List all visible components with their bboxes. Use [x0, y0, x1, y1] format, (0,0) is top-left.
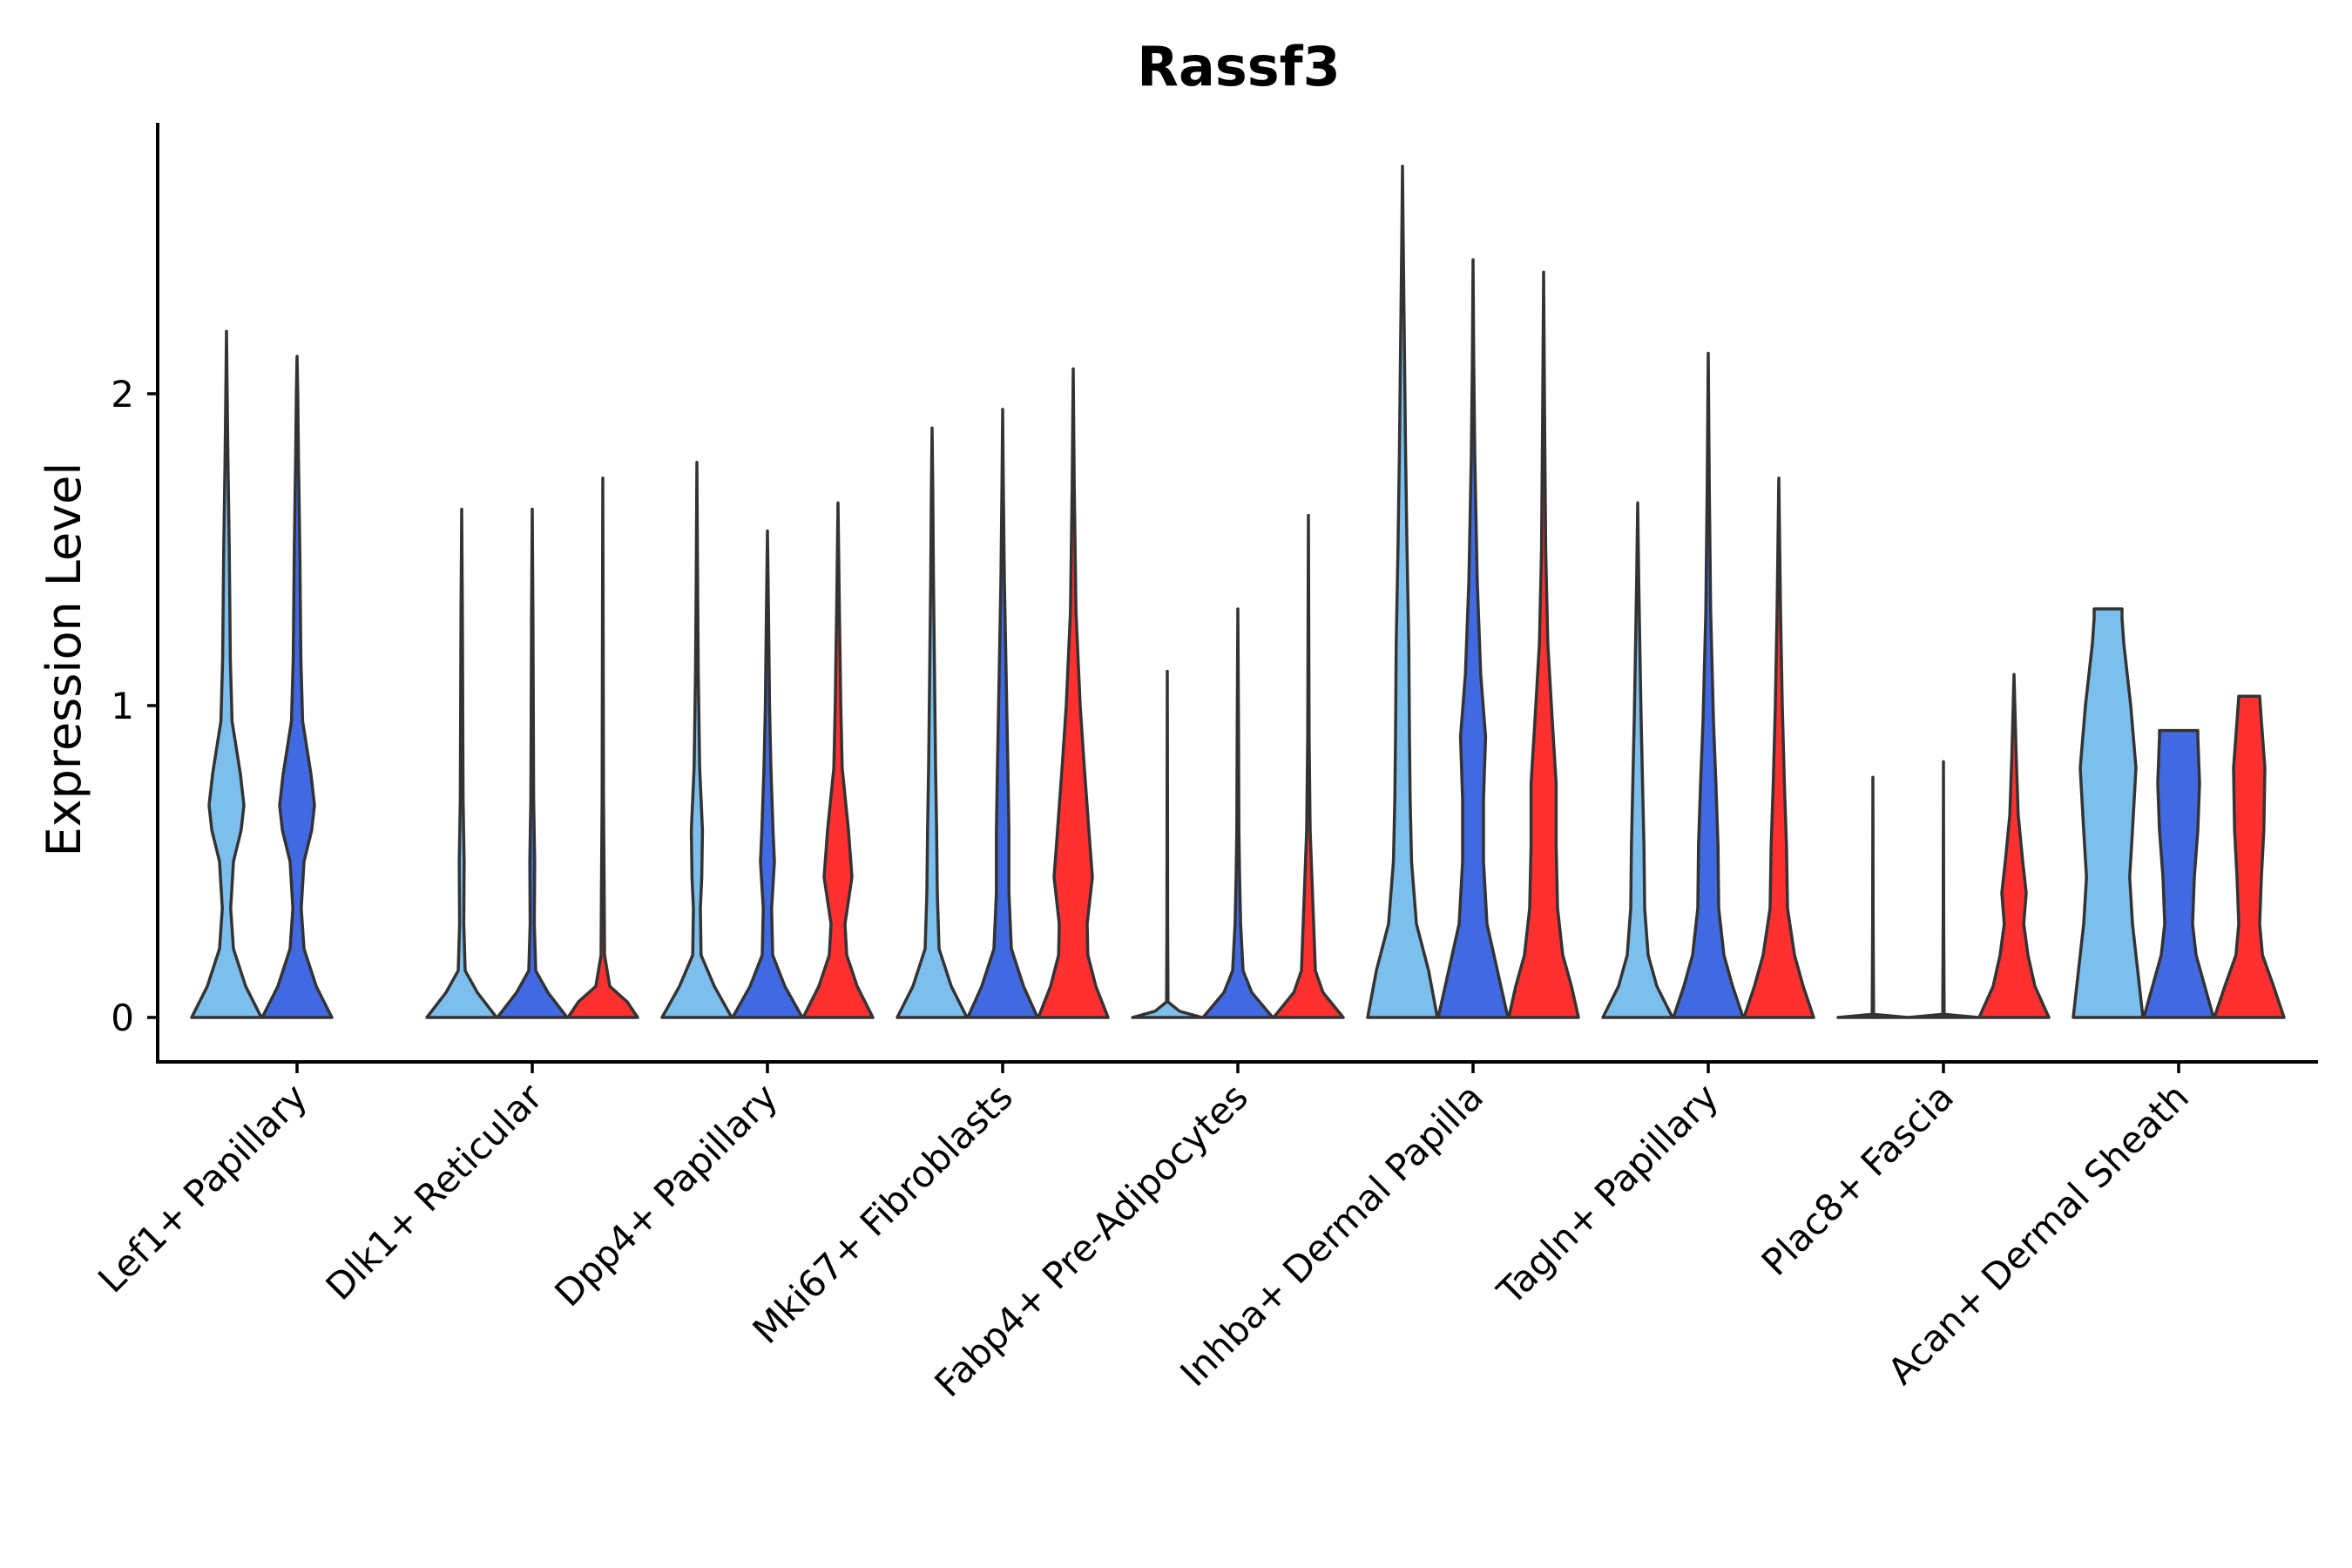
violin-7-group2 [1672, 351, 1745, 1019]
violin-1-group2 [260, 355, 334, 1019]
violin-6-group3 [1507, 270, 1580, 1019]
violin-7-group1 [1601, 501, 1674, 1019]
violin-4-group3 [1037, 367, 1110, 1019]
violin-9-group1 [2072, 607, 2145, 1019]
violin-1-group1 [190, 329, 263, 1019]
violin-8-group1 [1836, 775, 1909, 1019]
violin-3-group1 [660, 461, 733, 1019]
violin-4-group1 [896, 426, 969, 1019]
violin-4-group2 [966, 408, 1039, 1019]
chart-title: Rassf3 [1137, 35, 1341, 98]
violin-8-group2 [1907, 760, 1980, 1019]
violin-7-group3 [1742, 476, 1815, 1019]
violin-2-group1 [425, 507, 498, 1019]
violin-9-group3 [2213, 694, 2286, 1019]
y-tick-label: 0 [111, 997, 134, 1039]
x-tick-label: Dlk1+ Reticular [318, 1075, 551, 1308]
x-tick-label: Lef1+ Papillary [90, 1075, 315, 1301]
violin-6-group1 [1366, 164, 1439, 1019]
violin-2-group2 [496, 507, 569, 1019]
violin-6-group2 [1436, 258, 1510, 1019]
violin-5-group2 [1201, 607, 1274, 1019]
violin-8-group3 [1977, 672, 2051, 1019]
y-tick-label: 1 [111, 685, 134, 727]
y-ticks: 0 1 2 [111, 373, 158, 1039]
violin-9-group2 [2142, 728, 2215, 1019]
violin-2-group3 [566, 476, 639, 1019]
violin-5-group3 [1272, 513, 1345, 1019]
violin-5-group1 [1131, 669, 1204, 1019]
x-tick-label: Tagln+ Papillary [1489, 1075, 1727, 1313]
violin-3-group2 [731, 529, 804, 1019]
violin-3-group3 [801, 501, 875, 1019]
x-tick-label: Mki67+ Fibroblasts [745, 1075, 1021, 1351]
violin-layer [190, 164, 2286, 1019]
y-axis-label: Expression Level [37, 463, 91, 857]
y-tick-label: 2 [111, 373, 134, 416]
x-tick-label: Plac8+ Fascia [1754, 1075, 1962, 1283]
x-tick-label: Dpp4+ Papillary [546, 1075, 786, 1315]
